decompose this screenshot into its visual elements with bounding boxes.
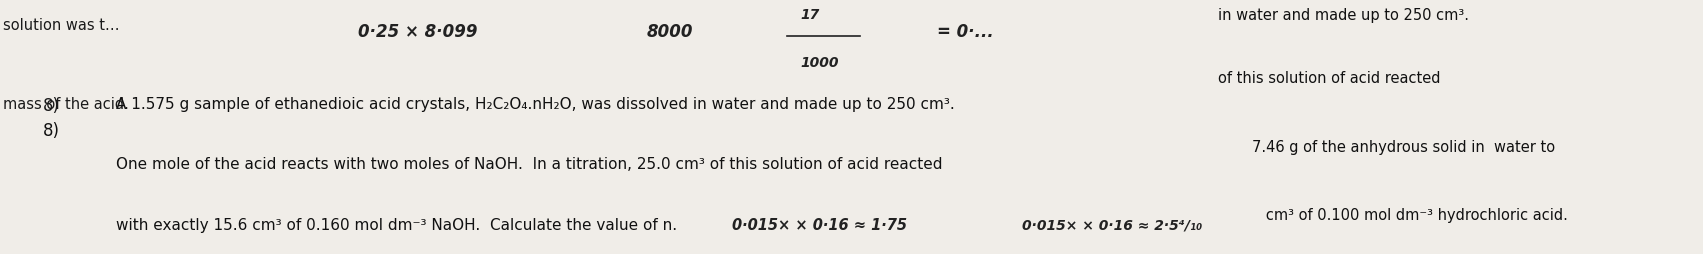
Text: 1000: 1000 [800, 56, 840, 70]
Text: 8): 8) [43, 122, 60, 140]
Text: cm³ of 0.100 mol dm⁻³ hydrochloric acid.: cm³ of 0.100 mol dm⁻³ hydrochloric acid. [1252, 208, 1567, 223]
Text: solution was t…: solution was t… [3, 18, 119, 33]
Text: with exactly 15.6 cm³ of 0.160 mol dm⁻³ NaOH.  Calculate the value of n.: with exactly 15.6 cm³ of 0.160 mol dm⁻³ … [116, 218, 676, 233]
Text: = 0·...: = 0·... [937, 23, 993, 41]
Text: mass of the acid.: mass of the acid. [3, 97, 129, 112]
Text: 7.46 g of the anhydrous solid in  water to: 7.46 g of the anhydrous solid in water t… [1252, 140, 1555, 155]
Text: 8000: 8000 [647, 23, 693, 41]
Text: of this solution of acid reacted: of this solution of acid reacted [1218, 71, 1441, 86]
Text: A 1.575 g sample of ethanedioic acid crystals, H₂C₂O₄.nH₂O, was dissolved in wat: A 1.575 g sample of ethanedioic acid cry… [116, 97, 955, 112]
Text: in water and made up to 250 cm³.: in water and made up to 250 cm³. [1218, 8, 1468, 23]
Text: 8): 8) [43, 97, 60, 115]
Text: 0·015× × 0·16 ≈ 2·5⁴/₁₀: 0·015× × 0·16 ≈ 2·5⁴/₁₀ [1022, 218, 1202, 232]
Text: 0·25 × 8·099: 0·25 × 8·099 [358, 23, 477, 41]
Text: 17: 17 [800, 8, 819, 22]
Text: One mole of the acid reacts with two moles of NaOH.  In a titration, 25.0 cm³ of: One mole of the acid reacts with two mol… [116, 157, 942, 172]
Text: 0·015× × 0·16 ≈ 1·75: 0·015× × 0·16 ≈ 1·75 [732, 218, 908, 233]
